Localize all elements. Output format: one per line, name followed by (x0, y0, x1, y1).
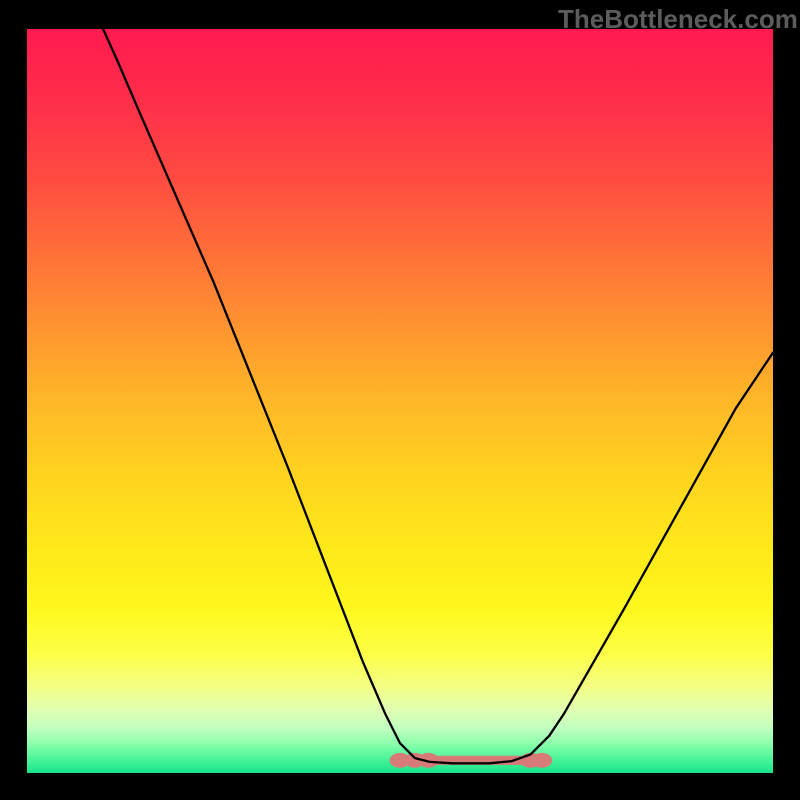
plot-area (27, 29, 773, 773)
chart-frame: TheBottleneck.com (0, 0, 800, 800)
curve-layer (27, 29, 773, 773)
